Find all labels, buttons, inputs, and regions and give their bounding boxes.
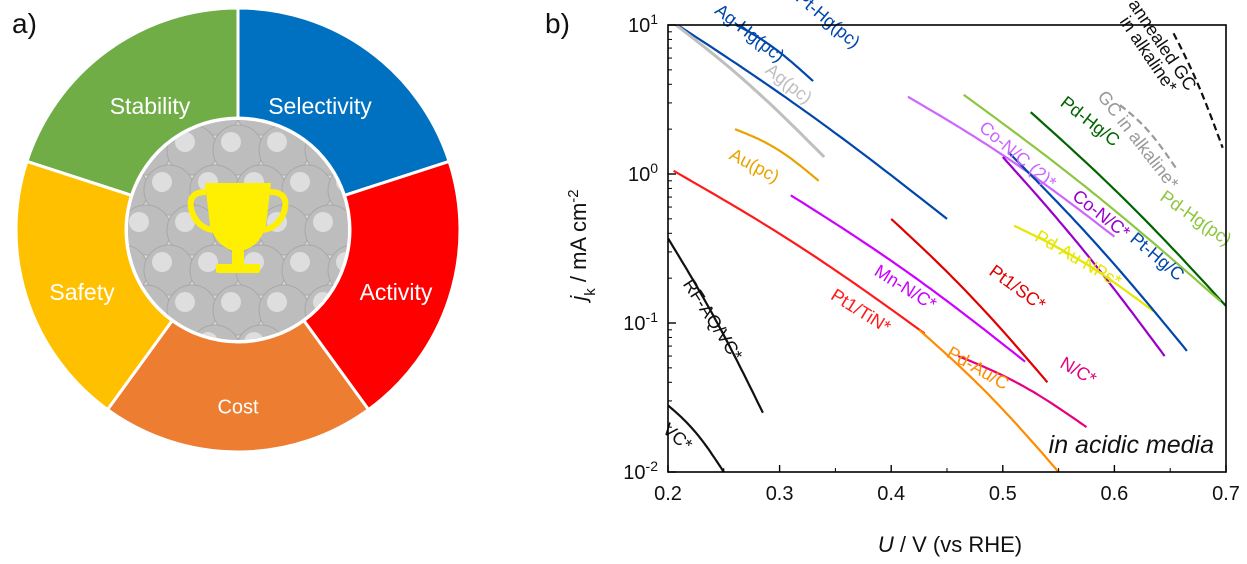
- series-line: [675, 25, 948, 220]
- series-line: [673, 169, 926, 335]
- wheel-segment-activity: [301, 159, 462, 412]
- y-tick-label: 10-1: [623, 309, 658, 335]
- atom-highlight: [221, 292, 241, 313]
- wheel-segment-cost: [105, 318, 371, 454]
- wheel-segments: Stability Selectivity Activity Cost Safety: [14, 6, 462, 454]
- x-tick-label: 0.6: [1100, 483, 1128, 505]
- wheel-segment-selectivity: [236, 6, 452, 198]
- series-line: [790, 194, 1026, 363]
- atom-highlight: [175, 212, 195, 232]
- wheel-label-cost: Cost: [217, 396, 259, 418]
- series-label: Pd-Au NPs*: [1032, 226, 1125, 291]
- series-line: [673, 25, 826, 159]
- atom-highlight: [129, 212, 149, 232]
- y-tick-label: 100: [628, 160, 658, 186]
- series-label: Pt1/TiN*: [827, 285, 894, 337]
- x-tick-label: 0.2: [654, 483, 682, 505]
- series-label: annealed GCin alkaline*: [1111, 0, 1201, 104]
- atom-highlight: [175, 292, 195, 313]
- x-tick-label: 0.3: [766, 483, 794, 505]
- series-label: Co-N/C*: [1069, 186, 1134, 243]
- chart-annotation: in acidic media: [1049, 431, 1214, 459]
- series-line: [957, 355, 1088, 429]
- series-line: [1013, 224, 1155, 313]
- x-tick-label: 0.5: [989, 483, 1017, 505]
- series-line: [1001, 156, 1166, 357]
- series-line: [918, 328, 1060, 472]
- series-label: N/C*: [1057, 353, 1100, 389]
- panel-b-label: b): [545, 8, 570, 39]
- atom-highlight: [290, 252, 310, 273]
- x-tick-label: 0.4: [877, 483, 905, 505]
- atom-highlight: [152, 171, 172, 192]
- atom-highlight: [198, 252, 218, 273]
- x-axis-label: U / V (vs RHE): [878, 532, 1022, 557]
- y-tick-label: 10-2: [623, 458, 658, 484]
- y-tick-label: 101: [628, 11, 658, 37]
- series-line: [734, 128, 820, 182]
- series-line: [907, 95, 1116, 238]
- series-label: Pt1/SC*: [986, 261, 1050, 315]
- wheel-label-selectivity: Selectivity: [268, 93, 372, 119]
- series-line: [1029, 111, 1226, 307]
- wheel-segment-stability: [24, 6, 240, 198]
- series-line: [668, 404, 725, 472]
- atom-highlight: [175, 131, 195, 152]
- series-line: [1007, 151, 1188, 352]
- wheel-label-stability: Stability: [110, 93, 191, 119]
- y-axis-label: jk / mA cm-2: [565, 189, 599, 303]
- series-label: RF-AQ/VC*: [679, 275, 746, 364]
- series-label: Ag-Hg(pc): [711, 0, 788, 66]
- trophy-icon: [187, 183, 289, 273]
- atom-highlight: [267, 292, 287, 313]
- series-line: [963, 93, 1222, 303]
- atom-highlight: [267, 131, 287, 152]
- panel-a-label: a): [12, 8, 37, 39]
- criteria-wheel: Stability Selectivity Activity Cost Safety: [14, 6, 462, 454]
- series-label: Pt-Hg(pc): [792, 0, 864, 52]
- atom-highlight: [313, 212, 333, 232]
- atom-highlight: [152, 252, 172, 273]
- atom-highlight: [221, 131, 241, 152]
- series-line: [668, 237, 764, 414]
- wheel-segment-safety: [14, 159, 175, 412]
- series-label: Pd-Hg(pc): [1157, 186, 1236, 249]
- atom-highlight: [290, 171, 310, 192]
- x-tick-label: 0.7: [1212, 483, 1240, 505]
- series-label: Au(pc): [726, 144, 782, 187]
- series-line: [890, 218, 1049, 384]
- series-line: [1119, 104, 1177, 169]
- series-label: VC*: [659, 419, 696, 455]
- atom-highlight: [244, 332, 264, 340]
- series-line: [1172, 32, 1224, 149]
- wheel-label-safety: Safety: [49, 279, 115, 305]
- series-label: Pd-Au/C: [943, 342, 1012, 393]
- wheel-label-activity: Activity: [360, 279, 433, 305]
- series-line: [733, 25, 814, 82]
